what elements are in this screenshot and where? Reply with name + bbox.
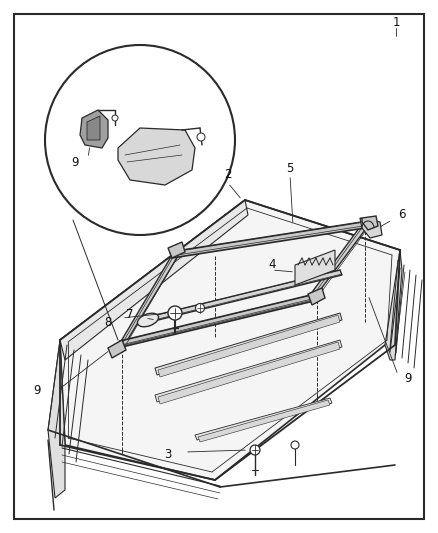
- Text: 4: 4: [268, 259, 276, 271]
- Polygon shape: [310, 220, 368, 301]
- Text: 9: 9: [404, 372, 412, 384]
- Text: 8: 8: [104, 316, 112, 328]
- Ellipse shape: [138, 313, 159, 327]
- Text: 1: 1: [392, 15, 400, 28]
- Circle shape: [168, 306, 182, 320]
- Polygon shape: [195, 398, 332, 440]
- Polygon shape: [170, 222, 365, 258]
- Polygon shape: [108, 340, 126, 358]
- Polygon shape: [168, 242, 185, 258]
- Circle shape: [195, 303, 205, 312]
- Polygon shape: [60, 200, 400, 480]
- Polygon shape: [87, 116, 100, 140]
- Circle shape: [112, 115, 118, 121]
- Circle shape: [45, 45, 235, 235]
- Circle shape: [250, 445, 260, 455]
- Text: 5: 5: [286, 161, 294, 174]
- Polygon shape: [158, 342, 340, 404]
- Text: 9: 9: [71, 156, 79, 168]
- Polygon shape: [48, 340, 65, 498]
- Polygon shape: [80, 110, 108, 148]
- Text: 2: 2: [224, 168, 232, 182]
- Text: 7: 7: [126, 309, 134, 321]
- Polygon shape: [120, 294, 318, 347]
- Polygon shape: [120, 250, 178, 349]
- Polygon shape: [360, 218, 382, 238]
- Polygon shape: [152, 270, 342, 321]
- Polygon shape: [385, 250, 402, 360]
- Text: 9: 9: [33, 384, 41, 397]
- Polygon shape: [118, 128, 195, 185]
- Polygon shape: [60, 200, 248, 360]
- Polygon shape: [308, 288, 325, 305]
- Circle shape: [291, 441, 299, 449]
- Circle shape: [197, 133, 205, 141]
- Text: 3: 3: [164, 448, 172, 462]
- Polygon shape: [158, 315, 340, 377]
- Polygon shape: [295, 250, 335, 285]
- Polygon shape: [155, 340, 342, 402]
- Polygon shape: [155, 313, 342, 375]
- Text: 6: 6: [398, 208, 406, 222]
- Polygon shape: [198, 400, 330, 442]
- Polygon shape: [362, 216, 378, 230]
